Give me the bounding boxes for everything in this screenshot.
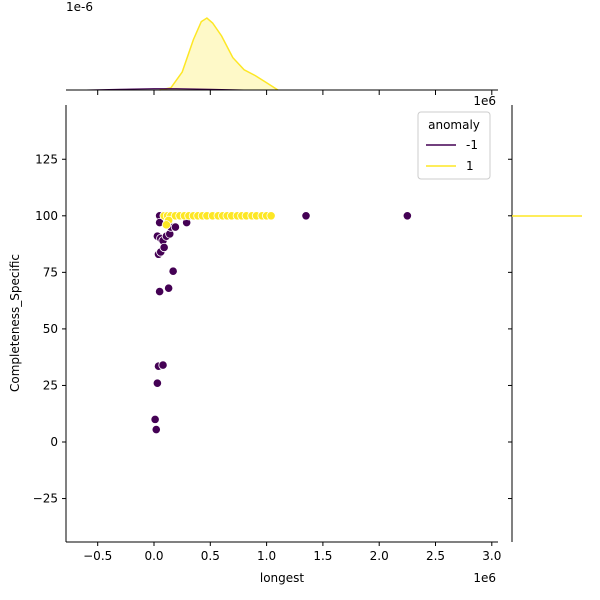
right-marginal-kde: [508, 105, 582, 542]
scatter-point-anomaly-neg1: [150, 414, 160, 424]
x-tick-label: 0.5: [201, 549, 220, 563]
y-axis-label: Completeness_Specific: [8, 254, 22, 392]
scatter-point-anomaly-1: [161, 220, 171, 230]
x-tick-label: 3.0: [482, 549, 501, 563]
scatter-point-anomaly-neg1: [152, 378, 162, 388]
y-tick-label: −25: [33, 492, 58, 506]
x-tick-label: 0.0: [144, 549, 163, 563]
y-axis-ticks: −25 0 25 50 75 100 125: [33, 152, 66, 506]
x-tick-label: 2.0: [370, 549, 389, 563]
x-tick-label: −0.5: [83, 549, 112, 563]
x-axis-label: longest: [260, 571, 305, 585]
legend-label-neg1: -1: [466, 138, 478, 152]
legend-label-1: 1: [466, 159, 474, 173]
y-tick-label: 25: [43, 378, 58, 392]
top-marginal-ticks: [97, 90, 493, 95]
scatter-point-anomaly-neg1: [402, 211, 412, 221]
y-tick-label: 75: [43, 265, 58, 279]
y-tick-label: 50: [43, 322, 58, 336]
top-x-offset-label: 1e6: [473, 94, 496, 108]
right-marginal-ticks: [508, 158, 512, 500]
scatter-point-anomaly-neg1: [301, 211, 311, 221]
scatter-point-anomaly-1: [266, 211, 276, 221]
scatter-points: [150, 211, 412, 435]
scatter-point-anomaly-neg1: [164, 283, 174, 293]
legend: anomaly -1 1: [417, 111, 491, 180]
scatter-point-anomaly-neg1: [170, 222, 180, 232]
y-tick-label: 100: [35, 209, 58, 223]
main-scatter-axes: −0.5 0.0 0.5 1.0 1.5 2.0 2.5 3.0 −25 0 25 50 75 100 1…: [8, 94, 501, 585]
legend-title: anomaly: [428, 118, 480, 132]
x-tick-label: 2.5: [426, 549, 445, 563]
scatter-point-anomaly-neg1: [159, 242, 169, 253]
scatter-point-anomaly-neg1: [158, 360, 168, 370]
y-tick-label: 0: [50, 435, 58, 449]
x-axis-ticks: −0.5 0.0 0.5 1.0 1.5 2.0 2.5 3.0: [83, 542, 501, 563]
top-marginal-kde: 1e-6: [66, 0, 498, 95]
x-tick-label: 1.0: [257, 549, 276, 563]
scatter-point-anomaly-neg1: [168, 266, 178, 276]
x-axis-offset-label: 1e6: [473, 571, 496, 585]
y-tick-label: 125: [35, 152, 58, 166]
scatter-point-anomaly-neg1: [151, 424, 161, 435]
scatter-point-anomaly-neg1: [155, 286, 165, 297]
kde-line-anomaly-1: [159, 17, 279, 91]
top-marginal-offset-label: 1e-6: [66, 0, 93, 14]
x-tick-label: 1.5: [313, 549, 332, 563]
